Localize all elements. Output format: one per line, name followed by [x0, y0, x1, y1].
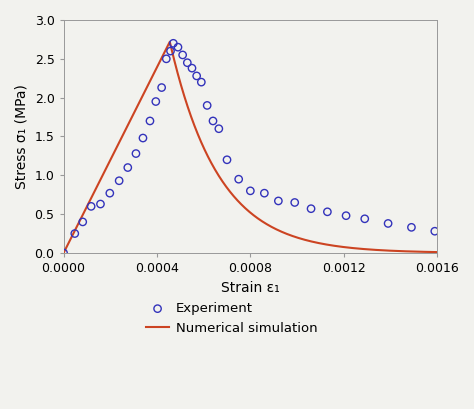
Experiment: [139, 135, 147, 141]
Numerical simulation: [61, 250, 66, 255]
Experiment: [174, 44, 182, 50]
Experiment: [274, 198, 282, 204]
Experiment: [115, 178, 123, 184]
Experiment: [146, 118, 154, 124]
Legend: Experiment, Numerical simulation: Experiment, Numerical simulation: [140, 297, 323, 340]
Experiment: [97, 201, 104, 207]
Y-axis label: Stress σ₁ (MPa): Stress σ₁ (MPa): [15, 84, 29, 189]
Experiment: [342, 212, 350, 219]
Experiment: [384, 220, 392, 227]
Numerical simulation: [226, 187, 231, 192]
Experiment: [291, 199, 299, 206]
Experiment: [163, 56, 170, 62]
Experiment: [209, 118, 217, 124]
Experiment: [71, 230, 79, 237]
Experiment: [324, 209, 331, 215]
Line: Numerical simulation: Numerical simulation: [64, 42, 437, 253]
Experiment: [60, 249, 67, 256]
Experiment: [203, 102, 211, 109]
Experiment: [170, 40, 177, 47]
Experiment: [158, 84, 165, 91]
Experiment: [261, 190, 268, 196]
Experiment: [132, 150, 140, 157]
Numerical simulation: [318, 241, 323, 246]
Numerical simulation: [167, 39, 173, 44]
Experiment: [235, 176, 243, 182]
Experiment: [361, 216, 369, 222]
Experiment: [106, 190, 114, 196]
Experiment: [307, 205, 315, 212]
Experiment: [167, 48, 174, 54]
X-axis label: Strain ε₁: Strain ε₁: [221, 281, 280, 294]
Experiment: [193, 73, 201, 79]
Numerical simulation: [352, 246, 358, 251]
Experiment: [246, 188, 254, 194]
Numerical simulation: [434, 249, 440, 254]
Experiment: [223, 157, 231, 163]
Numerical simulation: [212, 167, 218, 172]
Experiment: [198, 79, 205, 85]
Experiment: [79, 219, 87, 225]
Experiment: [408, 224, 415, 231]
Experiment: [87, 203, 95, 210]
Experiment: [124, 164, 132, 171]
Experiment: [179, 52, 186, 58]
Experiment: [188, 65, 196, 72]
Experiment: [152, 98, 160, 105]
Numerical simulation: [359, 247, 365, 252]
Experiment: [431, 228, 438, 234]
Experiment: [215, 126, 223, 132]
Experiment: [183, 59, 191, 66]
Numerical simulation: [99, 175, 105, 180]
